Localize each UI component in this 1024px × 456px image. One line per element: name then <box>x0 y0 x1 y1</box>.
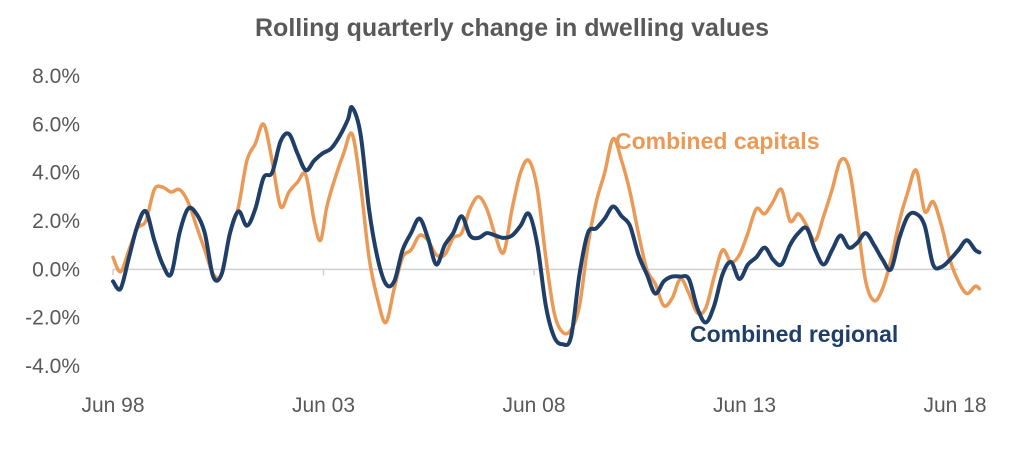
y-tick-label: 8.0% <box>32 65 80 88</box>
x-tick-label: Jun 08 <box>502 394 565 417</box>
y-axis: 8.0% 6.0% 4.0% 2.0% 0.0% -2.0% -4.0% <box>25 65 80 378</box>
y-tick-label: -4.0% <box>25 355 80 378</box>
y-tick-label: 2.0% <box>32 210 80 233</box>
y-tick-label: 4.0% <box>32 162 80 185</box>
y-tick-label: 6.0% <box>32 113 80 136</box>
y-tick-label: -2.0% <box>25 307 80 330</box>
x-tick-label: Jun 18 <box>923 394 986 417</box>
x-axis: Jun 98 Jun 03 Jun 08 Jun 13 Jun 18 <box>81 268 987 417</box>
x-tick-label: Jun 13 <box>713 394 776 417</box>
series-label-combined-capitals: Combined capitals <box>615 128 819 154</box>
x-tick-label: Jun 98 <box>81 394 144 417</box>
chart-title: Rolling quarterly change in dwelling val… <box>255 14 769 42</box>
y-tick-label: 0.0% <box>32 258 80 281</box>
series-label-layer: Combined capitals Combined regional <box>615 128 898 347</box>
series-line-combined-regional <box>111 105 982 348</box>
series-layer <box>111 105 982 348</box>
x-tick-label: Jun 03 <box>292 394 355 417</box>
series-line-combined-capitals <box>111 122 982 336</box>
series-label-combined-regional: Combined regional <box>690 321 898 347</box>
